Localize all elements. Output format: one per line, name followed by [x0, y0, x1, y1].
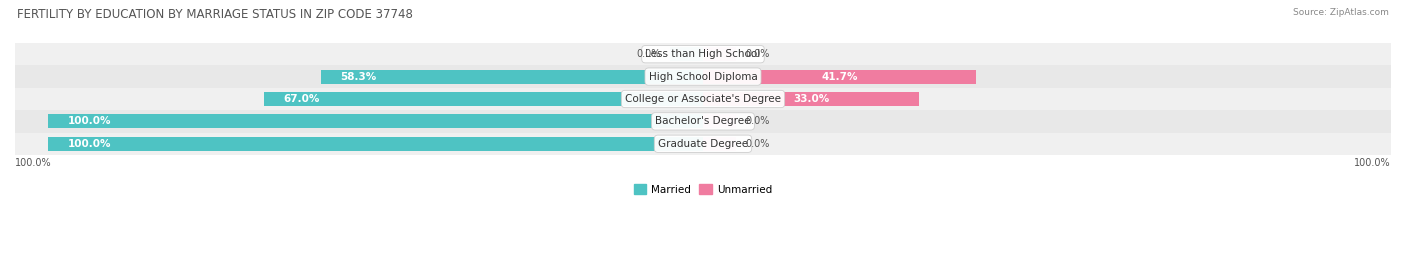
Bar: [703, 114, 735, 128]
Text: 0.0%: 0.0%: [636, 49, 661, 59]
Text: 33.0%: 33.0%: [793, 94, 830, 104]
Bar: [264, 92, 703, 106]
Text: 100.0%: 100.0%: [67, 139, 111, 149]
Text: Less than High School: Less than High School: [645, 49, 761, 59]
Bar: [48, 114, 703, 128]
Text: 100.0%: 100.0%: [15, 158, 52, 168]
Text: 0.0%: 0.0%: [745, 49, 770, 59]
Bar: [671, 47, 703, 61]
Text: 100.0%: 100.0%: [67, 116, 111, 126]
Text: 0.0%: 0.0%: [745, 139, 770, 149]
Bar: [703, 70, 976, 84]
Text: Graduate Degree: Graduate Degree: [658, 139, 748, 149]
Bar: [15, 43, 1391, 65]
Text: Source: ZipAtlas.com: Source: ZipAtlas.com: [1294, 8, 1389, 17]
Text: 0.0%: 0.0%: [745, 116, 770, 126]
Text: Bachelor's Degree: Bachelor's Degree: [655, 116, 751, 126]
Bar: [48, 137, 703, 151]
Text: 67.0%: 67.0%: [284, 94, 321, 104]
Text: FERTILITY BY EDUCATION BY MARRIAGE STATUS IN ZIP CODE 37748: FERTILITY BY EDUCATION BY MARRIAGE STATU…: [17, 8, 413, 21]
Text: 58.3%: 58.3%: [340, 72, 377, 82]
Bar: [15, 133, 1391, 155]
Bar: [703, 47, 735, 61]
Bar: [15, 65, 1391, 88]
Bar: [703, 137, 735, 151]
Text: High School Diploma: High School Diploma: [648, 72, 758, 82]
Text: 100.0%: 100.0%: [1354, 158, 1391, 168]
Text: 41.7%: 41.7%: [821, 72, 858, 82]
Bar: [15, 88, 1391, 110]
Bar: [15, 110, 1391, 133]
Bar: [703, 92, 920, 106]
Bar: [321, 70, 703, 84]
Legend: Married, Unmarried: Married, Unmarried: [630, 180, 776, 199]
Text: College or Associate's Degree: College or Associate's Degree: [626, 94, 780, 104]
